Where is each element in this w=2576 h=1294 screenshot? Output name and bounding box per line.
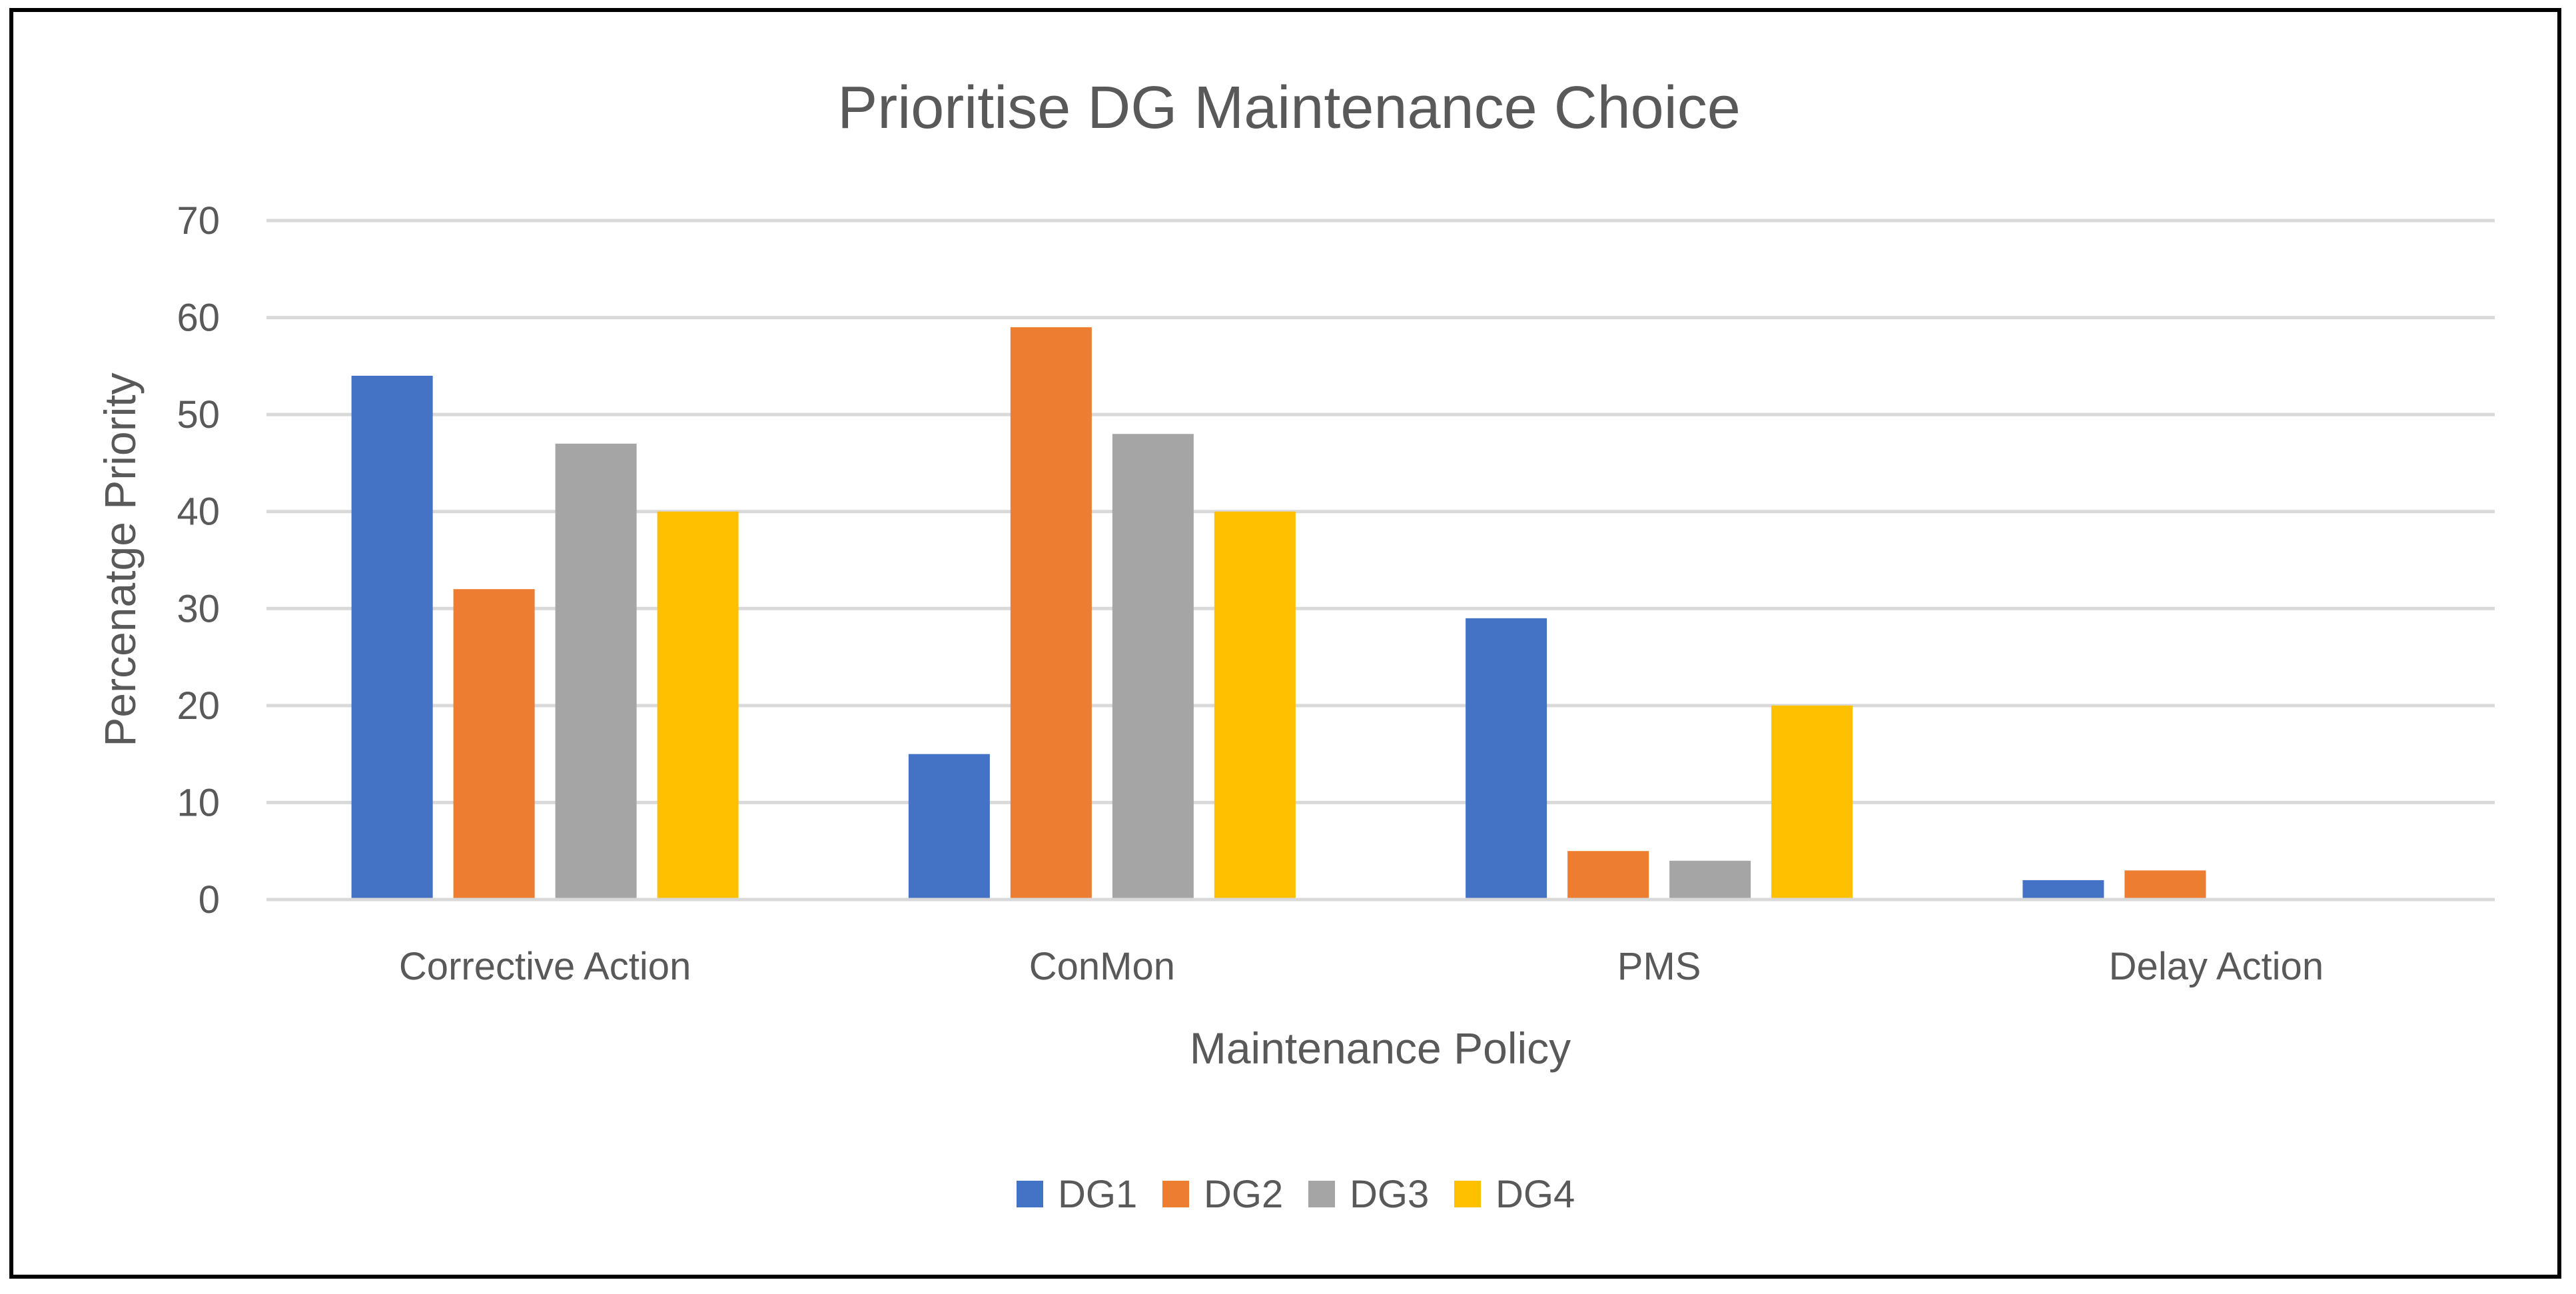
legend-label-dg2: DG2 [1204,1173,1283,1216]
y-tick-label: 60 [177,297,220,340]
bars [351,327,2206,900]
bar-dg1-pms [1466,618,1547,900]
bar-dg3-conmon [1112,434,1194,900]
y-tick-label: 70 [177,199,220,243]
gridlines [266,219,2495,804]
bar-dg3-pms [1669,860,1751,900]
legend-swatch-dg1 [1017,1181,1043,1207]
x-tick-label: ConMon [1029,945,1175,988]
legend-label-dg1: DG1 [1058,1173,1137,1216]
x-tick-label: Delay Action [2109,945,2324,988]
legend-label-dg4: DG4 [1496,1173,1575,1216]
x-tick-label: Corrective Action [399,945,691,988]
bar-dg2-delay-action [2124,870,2206,900]
y-tick-label: 0 [199,878,220,922]
y-tick-label: 50 [177,393,220,436]
x-axis-tick-labels: Corrective Action ConMon PMS Delay Action [399,945,2324,988]
legend-label-dg3: DG3 [1350,1173,1429,1216]
x-axis-title: Maintenance Policy [1190,1023,1571,1073]
legend-swatch-dg3 [1308,1181,1335,1207]
bar-dg1-corrective-action [351,375,433,900]
bar-dg3-corrective-action [555,443,637,900]
bar-dg4-corrective-action [657,511,739,900]
bar-dg1-conmon [908,754,990,900]
chart-title: Prioritise DG Maintenance Choice [837,75,1741,141]
bar-dg1-delay-action [2022,880,2104,900]
y-axis-tick-labels: 0 10 20 30 40 50 60 70 [177,199,220,922]
y-axis-title: Percenatge Priority [95,372,145,746]
legend: DG1 DG2 DG3 DG4 [1017,1173,1575,1216]
bar-dg4-pms [1771,705,1853,900]
y-tick-label: 30 [177,587,220,630]
bar-dg2-conmon [1010,327,1092,900]
y-tick-label: 40 [177,490,220,534]
y-tick-label: 20 [177,684,220,728]
bar-dg2-corrective-action [453,589,535,900]
bar-dg2-pms [1567,851,1649,900]
bar-dg4-conmon [1214,511,1296,900]
legend-swatch-dg2 [1162,1181,1189,1207]
y-tick-label: 10 [177,781,220,824]
x-tick-label: PMS [1617,945,1701,988]
legend-swatch-dg4 [1454,1181,1481,1207]
